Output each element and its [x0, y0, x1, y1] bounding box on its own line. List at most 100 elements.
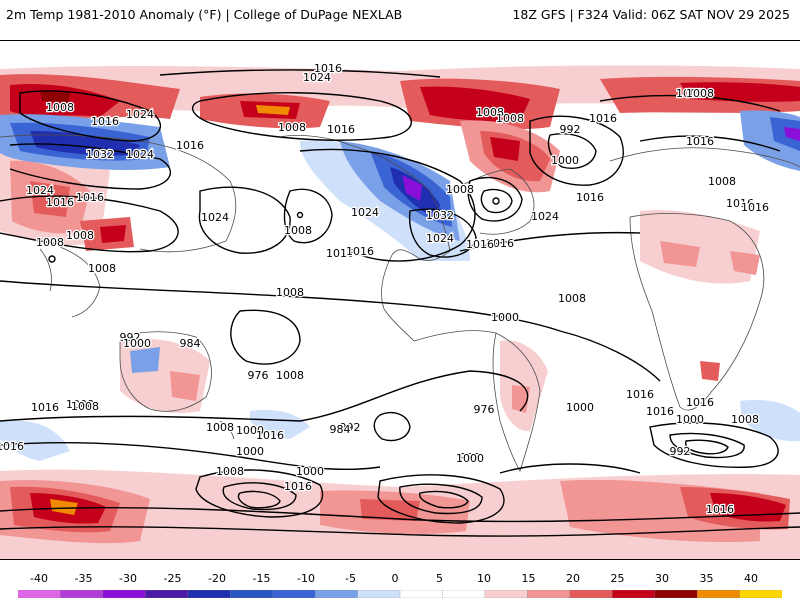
isobar-label: 1008: [276, 286, 304, 299]
isobar-label: 1000: [566, 401, 594, 414]
colorbar-swatch: [60, 590, 104, 598]
colorbar-swatch: [484, 590, 528, 598]
colorbar-swatch: [612, 590, 656, 598]
isobar-label: 1000: [676, 87, 704, 100]
isobar-label: 1016: [91, 115, 119, 128]
model-run-info: 18Z GFS | F324 Valid: 06Z SAT NOV 29 202…: [512, 7, 790, 22]
colorbar-tick-label: 10: [477, 572, 491, 585]
isobar-label: 1016: [706, 503, 734, 516]
isobar-label: 1008: [284, 224, 312, 237]
colorbar-swatch: [145, 590, 189, 598]
isobar-label: 1032: [426, 209, 454, 222]
colorbar-tick-label: -35: [74, 572, 93, 585]
isobar-label: 1024: [531, 210, 559, 223]
product-title: 2m Temp 1981-2010 Anomaly (°F) | College…: [6, 7, 403, 22]
isobar-label: 1000: [551, 154, 579, 167]
isobar-label: 1000: [236, 424, 264, 437]
anomaly-shading: [0, 65, 800, 559]
map-panel: 1016 1024 1008 1016 1024 1032 1024 1016 1024 1016…: [0, 40, 800, 560]
colorbar-swatch: [187, 590, 231, 598]
isobar-label: 1016: [466, 238, 494, 251]
colorbar-swatch: [314, 590, 359, 598]
colorbar-tick-label: -10: [297, 572, 315, 585]
isobar-label: 1016: [327, 123, 355, 136]
isobar-label: 1016: [626, 388, 654, 401]
isobar-label: 992: [340, 421, 361, 434]
isobar-label: 992: [670, 445, 691, 458]
isobar-label: 1008: [446, 183, 474, 196]
isobar-label: 1016: [646, 405, 674, 418]
isobar-label: 1008: [708, 175, 736, 188]
colorbar-tick-label: 20: [566, 572, 580, 585]
isobar-label: 1008: [731, 413, 759, 426]
isobar-label: 1024: [26, 184, 54, 197]
isobar-label: 1008: [66, 398, 94, 411]
colorbar-swatch: [654, 590, 698, 598]
colorbar-swatch: [230, 590, 274, 598]
colorbar-gradient: [18, 590, 782, 598]
isobar-label: 976: [474, 403, 495, 416]
isobar-label: 992: [560, 123, 581, 136]
isobar-label: 1000: [236, 445, 264, 458]
colorbar-tick-label: -20: [208, 572, 226, 585]
colorbar-tick-label: -5: [345, 572, 356, 585]
colorbar-tick-label: 15: [521, 572, 536, 585]
isobar-label: 1000: [456, 452, 484, 465]
isobar-label: 1016: [576, 191, 604, 204]
isobar-label: 1024: [303, 71, 331, 84]
isobar-label: 1008: [278, 121, 306, 134]
isobar-label: 1016: [741, 201, 769, 214]
colorbar-tick-label: -30: [119, 572, 137, 585]
anomaly-colorbar: -40 -35 -30 -25 -20 -15 -10 -5 0 5 10 15 20 25 30 35 40: [0, 572, 800, 600]
isobar-label: 1008: [216, 465, 244, 478]
isobar-label: 1016: [176, 139, 204, 152]
isobar-label: 1008: [496, 112, 524, 125]
isobar-label: 1016: [31, 401, 59, 414]
isobar-label: 1016: [589, 112, 617, 125]
isobar-label: 976: [248, 369, 269, 382]
isobar-label: 1008: [558, 292, 586, 305]
isobar-label: 1016: [326, 247, 354, 260]
isobar-label: 1024: [426, 232, 454, 245]
colorbar-tick-label: -25: [163, 572, 182, 585]
isobar-label: 1016: [486, 237, 514, 250]
isobar-label: 1024: [126, 148, 154, 161]
isobar-label: 1016: [76, 191, 104, 204]
isobar-label: 1008: [476, 106, 504, 119]
colorbar-swatch: [739, 590, 782, 598]
isobar-label: 1008: [71, 400, 99, 413]
isobar-label: 1000: [491, 311, 519, 324]
isobar-label: 992: [120, 331, 141, 344]
isobar-label: 1008: [206, 421, 234, 434]
colorbar-swatch: [696, 590, 741, 598]
colorbar-swatches: [18, 590, 782, 598]
isobar-label: 984: [180, 337, 201, 350]
colorbar-swatch: [102, 590, 146, 598]
colorbar-tick-label: 25: [610, 572, 625, 585]
isobar-label: 1016: [46, 196, 74, 209]
isobar-label: 1016: [726, 197, 754, 210]
isobar-label: 1016: [284, 480, 312, 493]
colorbar-swatch: [18, 590, 62, 598]
isobar-label: 1032: [86, 148, 114, 161]
isobar-label: 1008: [66, 229, 94, 242]
isobar-label: 1008: [88, 262, 116, 275]
map-header: 2m Temp 1981-2010 Anomaly (°F) | College…: [0, 0, 800, 30]
colorbar-swatch: [442, 590, 486, 598]
isobar-label: 1016: [346, 245, 374, 258]
colorbar-swatch: [357, 590, 401, 598]
isobar-label: 1024: [126, 108, 154, 121]
colorbar-tick-label: 35: [699, 572, 714, 585]
isobar-label: 1016: [686, 396, 714, 409]
isobar-label: 1008: [686, 87, 714, 100]
colorbar-tick-label: -40: [30, 572, 48, 585]
isobar-label: 1016: [256, 429, 284, 442]
isobar-label: 1016: [686, 135, 714, 148]
isobar-label: 1008: [276, 369, 304, 382]
isobar-label: 1008: [36, 236, 64, 249]
isobar-label: 1016: [0, 440, 24, 453]
colorbar-tick-label: 40: [744, 572, 758, 585]
isobar-label: 1000: [123, 337, 151, 350]
